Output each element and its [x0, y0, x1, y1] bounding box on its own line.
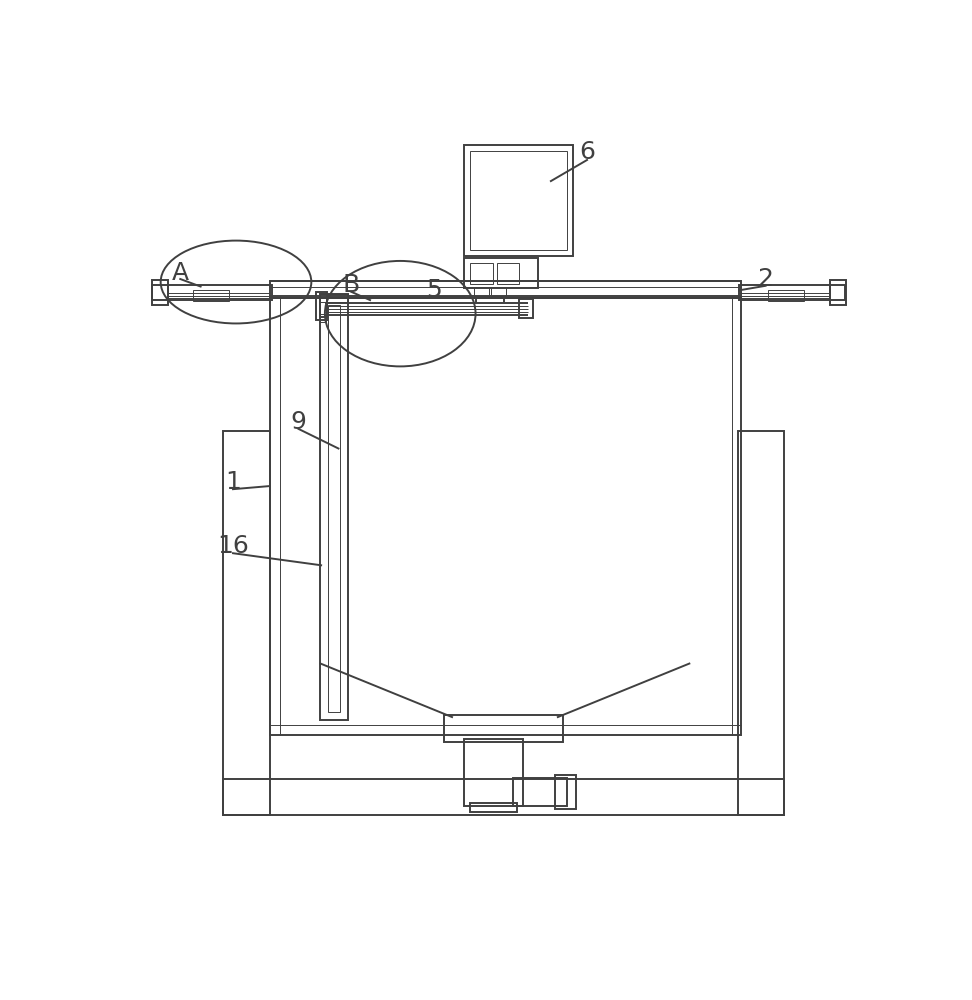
- Bar: [474, 287, 489, 296]
- Bar: [320, 294, 348, 302]
- Bar: [465, 145, 573, 256]
- Text: B: B: [343, 273, 360, 297]
- Bar: [224, 431, 270, 815]
- Bar: [316, 292, 328, 320]
- Bar: [739, 285, 845, 300]
- Bar: [270, 281, 741, 298]
- Text: 1: 1: [226, 470, 241, 494]
- Text: 2: 2: [757, 267, 774, 291]
- Bar: [152, 280, 168, 305]
- Bar: [768, 290, 804, 301]
- Bar: [470, 263, 493, 284]
- Bar: [328, 305, 340, 712]
- Bar: [497, 263, 519, 284]
- Text: 6: 6: [579, 140, 595, 164]
- Bar: [519, 299, 533, 318]
- Text: A: A: [172, 261, 189, 285]
- Bar: [738, 431, 784, 815]
- Bar: [555, 775, 575, 809]
- Bar: [465, 739, 523, 806]
- Bar: [513, 778, 568, 806]
- Bar: [224, 779, 784, 815]
- Bar: [470, 803, 517, 812]
- Bar: [829, 280, 847, 305]
- Text: 5: 5: [427, 278, 442, 302]
- Bar: [320, 294, 348, 720]
- Bar: [465, 258, 538, 288]
- Bar: [270, 296, 741, 735]
- Text: 9: 9: [291, 410, 306, 434]
- Bar: [152, 285, 272, 300]
- Bar: [320, 314, 326, 322]
- Bar: [320, 294, 328, 317]
- Bar: [444, 715, 563, 742]
- Text: 16: 16: [217, 534, 249, 558]
- Bar: [470, 151, 567, 250]
- Bar: [491, 287, 505, 296]
- Bar: [193, 290, 229, 301]
